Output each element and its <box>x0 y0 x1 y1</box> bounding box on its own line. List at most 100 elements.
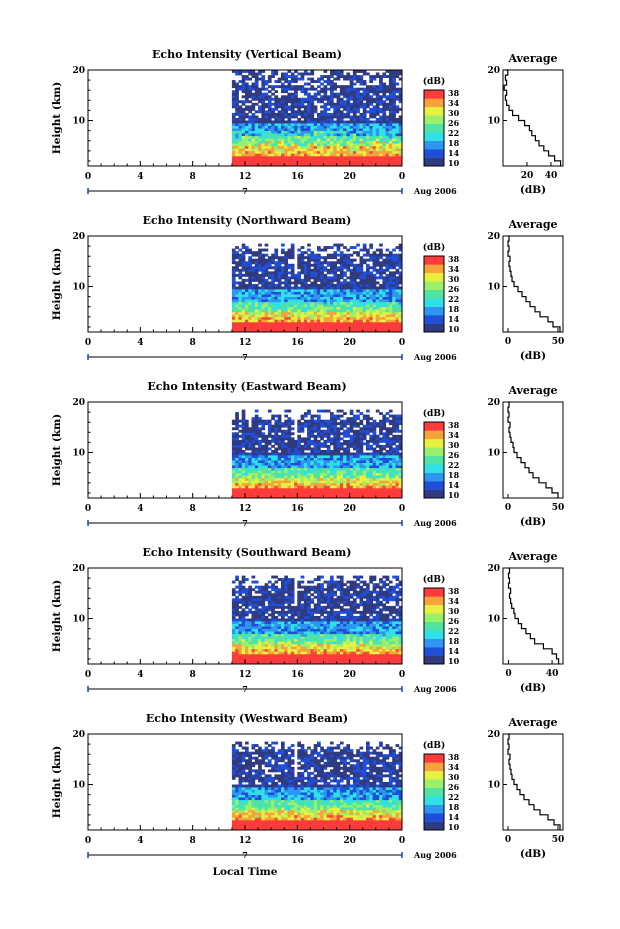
heatmap-cell <box>366 457 370 461</box>
heatmap-cell <box>307 284 311 287</box>
heatmap-cell <box>382 286 387 290</box>
heatmap-cell <box>375 118 380 121</box>
heatmap-cell <box>398 143 403 147</box>
heatmap-cell <box>307 256 311 260</box>
heatmap-cell <box>303 296 308 300</box>
heatmap-cell <box>398 258 403 262</box>
heatmap-cell <box>254 263 259 267</box>
heatmap-cell <box>310 128 315 131</box>
heatmap-cell <box>388 291 393 295</box>
heatmap-cell <box>372 115 377 119</box>
heatmap-cell <box>258 145 262 149</box>
heatmap-cell <box>330 261 334 265</box>
heatmap-cell <box>258 138 262 142</box>
heatmap-cell <box>352 309 357 313</box>
heatmap-cell <box>339 495 344 499</box>
heatmap-cell <box>254 432 259 436</box>
heatmap-cell <box>313 309 318 313</box>
heatmap-cell <box>385 309 390 313</box>
heatmap-cell <box>313 316 318 320</box>
heatmap-cell <box>254 110 259 114</box>
heatmap-cell <box>258 143 262 147</box>
heatmap-cell <box>336 452 341 456</box>
heatmap-cell <box>352 130 357 134</box>
heatmap-cell <box>356 309 360 313</box>
heatmap-cell <box>369 301 373 305</box>
heatmap-cell <box>258 92 262 96</box>
heatmap-cell <box>320 472 324 476</box>
heatmap-cell <box>349 495 354 499</box>
heatmap-cell <box>248 143 252 147</box>
heatmap-cell <box>388 253 393 257</box>
heatmap-cell <box>241 80 246 83</box>
heatmap-cell <box>323 465 328 469</box>
heatmap-cell <box>375 153 380 157</box>
heatmap-cell <box>343 160 347 164</box>
heatmap-cell <box>385 85 390 89</box>
heatmap-cell <box>290 248 295 252</box>
heatmap-cell <box>333 261 337 265</box>
heatmap-cell <box>300 455 305 458</box>
heatmap-cell <box>366 155 370 159</box>
heatmap-cell <box>349 460 354 463</box>
heatmap-cell <box>333 253 337 257</box>
heatmap-cell <box>323 429 328 433</box>
heatmap-cell <box>238 256 243 260</box>
heatmap-cell <box>333 321 337 325</box>
heatmap-cell <box>294 314 298 318</box>
heatmap-cell <box>235 158 239 162</box>
heatmap-cell <box>362 417 367 421</box>
heatmap-cell <box>300 314 305 318</box>
heatmap-cell <box>290 437 295 441</box>
heatmap-cell <box>241 286 246 290</box>
heatmap-cell <box>290 467 295 471</box>
heatmap-cell <box>274 107 279 111</box>
heatmap-cell <box>310 477 315 481</box>
heatmap-cell <box>317 163 321 167</box>
heatmap-cell <box>274 442 279 446</box>
heatmap-cell <box>310 321 315 325</box>
heatmap-cell <box>343 457 347 461</box>
heatmap-cell <box>307 133 311 137</box>
heatmap-cell <box>395 95 400 99</box>
heatmap-cell <box>362 472 367 476</box>
heatmap-cell <box>395 70 400 73</box>
heatmap-cell <box>238 115 243 119</box>
heatmap-cell <box>271 417 275 421</box>
heatmap-cell <box>245 115 249 119</box>
heatmap-cell <box>388 271 393 275</box>
colorbar-segment <box>424 272 444 282</box>
heatmap-cell <box>281 492 285 496</box>
heatmap-cell <box>248 457 252 461</box>
heatmap-cell <box>303 70 308 73</box>
heatmap-cell <box>313 138 318 142</box>
heatmap-cell <box>349 163 354 167</box>
heatmap-cell <box>333 299 337 303</box>
heatmap-cell <box>388 452 393 456</box>
heatmap-cell <box>231 248 236 252</box>
heatmap-cell <box>271 475 275 479</box>
heatmap-cell <box>310 450 315 453</box>
heatmap-cell <box>346 248 351 252</box>
heatmap-cell <box>362 105 367 109</box>
heatmap-cell <box>287 291 292 295</box>
heatmap-cell <box>349 437 354 441</box>
heatmap-cell <box>281 268 285 272</box>
heatmap-cell <box>277 118 282 121</box>
heatmap-cell <box>241 268 246 272</box>
heatmap-cell <box>385 128 390 131</box>
heatmap-cell <box>362 319 367 323</box>
heatmap-cell <box>339 258 344 262</box>
heatmap-cell <box>251 460 256 463</box>
heatmap-cell <box>258 281 262 285</box>
heatmap-cell <box>271 87 275 91</box>
heatmap-cell <box>251 419 256 423</box>
heatmap-cell <box>238 87 243 91</box>
heatmap-cell <box>356 145 360 149</box>
heatmap-cell <box>287 409 292 413</box>
heatmap-cell <box>336 248 341 252</box>
heatmap-cell <box>346 442 351 446</box>
heatmap-cell <box>307 409 311 413</box>
heatmap-cell <box>254 475 259 479</box>
heatmap-cell <box>281 470 285 474</box>
